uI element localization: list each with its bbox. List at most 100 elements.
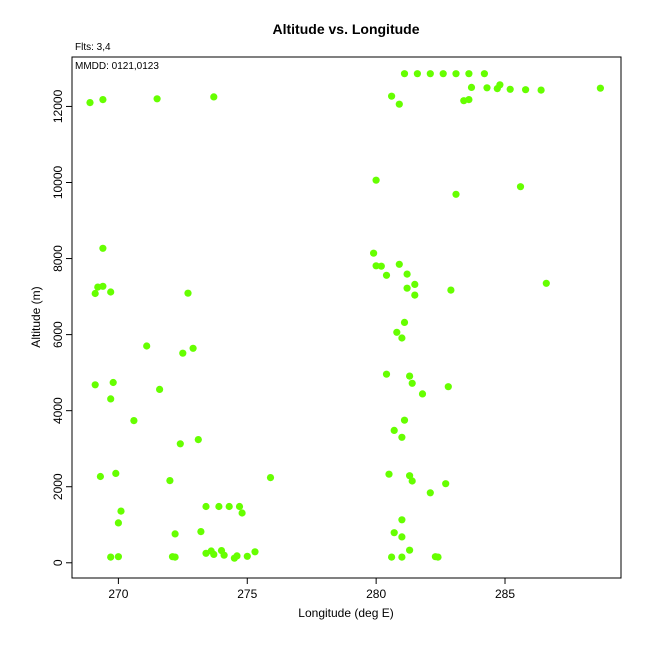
data-point (225, 502, 233, 511)
data-point (426, 70, 434, 78)
data-point (388, 92, 396, 100)
data-point (171, 553, 179, 561)
data-point (266, 474, 275, 482)
data-point (189, 344, 197, 352)
data-point (413, 70, 421, 78)
data-point (452, 70, 460, 78)
data-point (179, 349, 187, 357)
data-point (197, 528, 205, 536)
x-tick-label: 280 (366, 587, 386, 601)
data-point (153, 95, 161, 103)
data-point (447, 286, 455, 294)
y-tick-label: 12000 (51, 89, 65, 123)
data-point (403, 270, 411, 278)
x-axis-label: Longitude (deg E) (298, 606, 393, 620)
data-point (156, 385, 164, 393)
data-point (385, 470, 393, 478)
data-point (444, 383, 452, 391)
annotation-flights: Flts: 3,4 (75, 42, 111, 53)
data-point (184, 289, 192, 297)
data-point (393, 328, 401, 336)
data-point (467, 83, 476, 91)
data-point (377, 262, 385, 270)
data-point (465, 96, 473, 104)
data-point (176, 440, 184, 448)
data-point (96, 472, 104, 481)
y-tick-label: 0 (51, 559, 65, 566)
data-point (107, 395, 115, 403)
data-point (516, 183, 525, 191)
data-point (408, 477, 416, 485)
data-point (99, 244, 107, 252)
x-tick-label: 285 (495, 587, 515, 601)
data-point (465, 70, 473, 78)
data-point (390, 426, 398, 434)
data-point (91, 381, 99, 389)
data-point (109, 378, 117, 387)
data-point (99, 282, 107, 290)
data-point (382, 370, 391, 378)
data-point (596, 84, 605, 92)
data-point (452, 190, 460, 198)
data-point (251, 548, 259, 556)
data-point (480, 70, 488, 78)
data-point (114, 519, 122, 527)
data-points (86, 70, 605, 562)
data-point (372, 262, 380, 270)
data-point (395, 260, 403, 268)
plot-frame (71, 56, 622, 579)
data-point (390, 529, 398, 537)
data-point (238, 509, 246, 517)
data-point (99, 96, 107, 104)
data-point (112, 469, 120, 477)
data-point (483, 84, 491, 92)
data-point (400, 318, 409, 326)
data-point (406, 546, 414, 554)
x-tick-label: 270 (108, 587, 128, 601)
data-point (506, 85, 514, 93)
data-point (382, 271, 391, 279)
data-point (107, 553, 115, 561)
data-point (426, 489, 434, 497)
y-tick-label: 4000 (51, 397, 65, 424)
data-point (398, 334, 406, 342)
y-tick-label: 10000 (51, 165, 65, 199)
data-point (210, 93, 218, 101)
data-point (388, 553, 396, 561)
data-point (398, 433, 406, 441)
data-point (442, 480, 450, 488)
data-point (372, 176, 380, 184)
data-point (171, 530, 179, 538)
y-tick-label: 6000 (51, 321, 65, 348)
data-point (194, 436, 202, 444)
data-point (400, 70, 409, 78)
data-point (370, 249, 378, 257)
data-point (91, 289, 99, 298)
data-point (107, 288, 115, 296)
data-point (143, 342, 151, 350)
y-tick-label: 8000 (51, 245, 65, 272)
chart-title: Altitude vs. Longitude (273, 21, 420, 37)
data-point (220, 551, 228, 559)
data-point (114, 553, 122, 561)
data-point (166, 477, 174, 485)
data-point (411, 291, 419, 299)
data-point (210, 550, 218, 559)
x-tick-label: 275 (237, 587, 257, 601)
data-point (418, 390, 427, 398)
data-point (202, 502, 210, 511)
data-point (406, 372, 414, 380)
data-point (398, 533, 406, 541)
data-point (243, 552, 251, 560)
data-point (130, 417, 138, 425)
axes: 270 275 280 285 0 2000 4000 6000 8000 10000 12000 (51, 56, 622, 601)
data-point (395, 100, 403, 108)
data-point (215, 502, 223, 511)
annotation-dates: MMDD: 0121,0123 (75, 61, 159, 72)
y-axis-label: Altitude (m) (29, 286, 43, 347)
y-tick-label: 2000 (51, 473, 65, 500)
data-point (117, 507, 125, 515)
data-point (542, 279, 550, 287)
